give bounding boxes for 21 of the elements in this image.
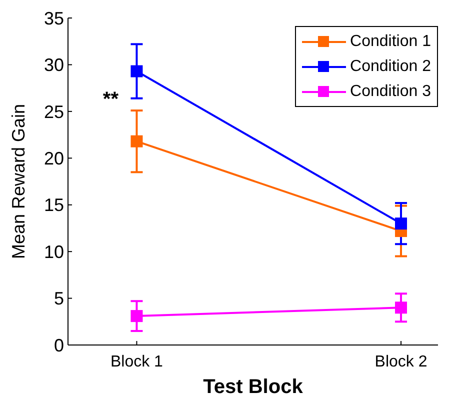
y-axis-title: Mean Reward Gain <box>8 104 28 260</box>
point <box>130 65 143 78</box>
x-tick-label: Block 1 <box>110 353 164 370</box>
y-tick-label: 25 <box>44 102 64 122</box>
point <box>130 310 143 322</box>
y-tick-label: 35 <box>44 8 64 28</box>
point <box>395 218 407 230</box>
annotation: ** <box>102 88 119 110</box>
point <box>395 302 407 314</box>
y-tick-label: 20 <box>44 148 64 169</box>
x-axis-title: Test Block <box>203 376 304 398</box>
legend-label: Condition 3 <box>350 82 431 100</box>
y-tick-label: 30 <box>44 55 64 76</box>
x-tick-label: Block 2 <box>374 353 428 370</box>
y-tick-label: 15 <box>44 195 64 216</box>
y-tick-label: 10 <box>44 242 64 262</box>
y-tick-label: 0 <box>54 335 64 356</box>
legend-label: Condition 2 <box>350 58 431 76</box>
point <box>130 135 143 148</box>
legend-label: Condition 1 <box>350 32 431 50</box>
y-tick-label: 5 <box>54 288 64 309</box>
